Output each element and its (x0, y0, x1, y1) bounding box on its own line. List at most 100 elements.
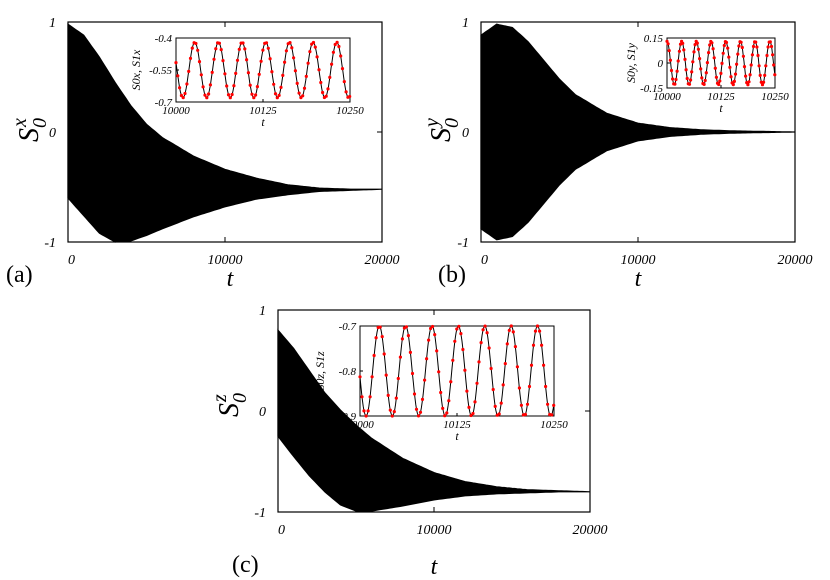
inset-point-s0 (691, 60, 695, 64)
inset-point-s0 (493, 404, 497, 408)
inset-point-s0 (710, 41, 714, 45)
inset-point-s0 (519, 403, 524, 407)
x-axis-label: t (227, 266, 235, 292)
inset-point-s0 (290, 46, 294, 50)
inset-y-tick-label: -0.7 (339, 321, 357, 333)
inset-x-tick-label: 10000 (346, 419, 374, 431)
y-tick-label: 0 (462, 126, 469, 141)
inset-point-s0 (740, 45, 744, 50)
inset-point-s0 (449, 380, 453, 384)
inset-point-s0 (669, 68, 674, 73)
inset-point-s0 (665, 39, 669, 43)
inset-point-s0 (741, 54, 746, 58)
inset-point-s0 (201, 85, 205, 89)
inset-point-s0 (252, 96, 256, 100)
inset-point-s0 (729, 75, 733, 79)
inset-point-s0 (302, 86, 307, 90)
inset-point-s0 (380, 335, 384, 339)
inset-point-s0 (427, 338, 431, 342)
inset-point-s0 (463, 368, 467, 372)
inset-plot: 10000 10125 10250 -0.4 -0.55 -0.7 t S0x, S1x (129, 33, 364, 129)
inset-point-s0 (744, 74, 748, 78)
inset-y-tick-label: 0 (658, 58, 664, 70)
inset-point-s0 (673, 82, 677, 86)
inset-point-s0 (533, 329, 538, 333)
inset-point-s0 (388, 408, 392, 412)
inset-point-s0 (319, 80, 323, 85)
inset-point-s0 (713, 66, 717, 70)
y-axis-label: S0z (209, 393, 251, 417)
inset-point-s0 (270, 70, 274, 74)
inset-point-s0 (226, 93, 231, 97)
y-axis-subscript: 0 (229, 393, 251, 403)
inset-point-s0 (370, 375, 374, 379)
inset-point-s0 (769, 44, 774, 49)
inset-point-s0 (360, 395, 364, 399)
inset-point-s0 (246, 71, 250, 75)
inset-point-s0 (757, 64, 761, 68)
inset-point-s0 (255, 85, 259, 89)
inset-point-s0 (667, 49, 671, 53)
inset-point-s0 (241, 41, 245, 45)
inset-point-s0 (199, 73, 203, 77)
inset-point-s0 (207, 92, 211, 96)
x-tick-label: 10000 (417, 523, 452, 538)
inset-point-s0 (511, 330, 515, 334)
inset-point-s0 (394, 396, 398, 400)
panel-label: (b) (438, 262, 466, 288)
inset-point-s0 (461, 347, 465, 352)
inset-point-s0 (722, 43, 726, 48)
inset-point-s0 (324, 94, 328, 98)
inset-point-s0 (447, 399, 451, 403)
inset-point-s0 (696, 47, 701, 51)
x-tick-label: 20000 (365, 253, 400, 268)
inset-point-s0 (455, 327, 459, 331)
x-tick-label: 10000 (621, 253, 656, 268)
inset-y-tick-label: -0.7 (155, 97, 173, 109)
inset-point-s0 (690, 70, 694, 74)
inset-point-s0 (266, 46, 270, 50)
inset-point-s0 (404, 325, 408, 329)
x-axis-label: t (431, 554, 439, 580)
inset-point-s0 (406, 334, 410, 338)
inset-point-s0 (708, 43, 712, 47)
inset-point-s0 (689, 78, 693, 82)
inset-y-axis-label: S0z, S1z (313, 351, 327, 391)
inset-point-s0 (487, 346, 491, 350)
inset-point-s0 (750, 53, 755, 57)
inset-point-s0 (666, 42, 670, 46)
inset-point-s0 (728, 65, 732, 69)
y-axis-superscript: x (9, 118, 31, 128)
inset-point-s0 (760, 83, 765, 87)
inset-x-axis-label: t (719, 101, 723, 115)
inset-point-s0 (283, 60, 287, 64)
inset-point-s0 (540, 343, 544, 347)
inset-point-s0 (254, 93, 258, 97)
x-tick-label: 20000 (778, 253, 813, 268)
inset-point-s0 (749, 63, 753, 67)
inset-x-tick-label: 10000 (162, 105, 190, 117)
inset-point-s0 (501, 383, 505, 387)
inset-point-s0 (328, 75, 332, 79)
inset-point-s0 (237, 47, 241, 52)
inset-point-s0 (223, 72, 227, 76)
inset-point-s0 (703, 78, 707, 83)
inset-x-tick-label: 10000 (653, 91, 681, 103)
inset-x-tick-label: 10125 (707, 91, 735, 103)
inset-point-s0 (410, 371, 415, 376)
inset-point-s0 (335, 40, 339, 45)
inset-point-s0 (284, 49, 288, 53)
inset-point-s0 (546, 402, 550, 406)
y-tick-label: 1 (462, 16, 469, 31)
inset-point-s0 (676, 59, 680, 63)
inset-point-s0 (214, 47, 218, 51)
inset-point-s0 (372, 353, 376, 358)
inset-point-s0 (739, 40, 743, 44)
inset-point-s0 (538, 329, 542, 333)
x-tick-label: 20000 (573, 523, 608, 538)
inset-point-s0 (176, 74, 180, 78)
inset-point-s0 (529, 363, 534, 367)
